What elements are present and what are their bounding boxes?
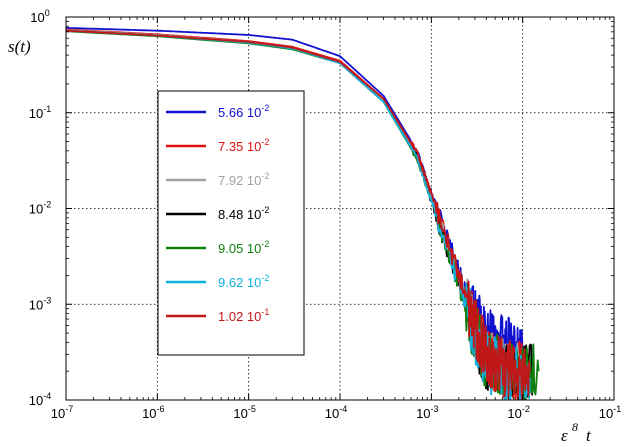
legend-item: 9.62 10-2 bbox=[166, 273, 269, 290]
tick-marks bbox=[65, 16, 615, 401]
grid bbox=[66, 17, 614, 400]
legend-label: 1.02 10-1 bbox=[218, 307, 269, 324]
x-tick-label: 10-1 bbox=[599, 404, 621, 421]
x-axis-label-variable: t bbox=[586, 426, 592, 445]
legend-item: 8.48 10-2 bbox=[166, 205, 269, 222]
x-tick-labels: 10-7 10-6 10-5 10-4 10-3 10-2 10-1 bbox=[51, 404, 621, 421]
legend-label: 9.05 10-2 bbox=[218, 239, 269, 256]
legend-box bbox=[157, 90, 305, 356]
legend-item: 1.02 10-1 bbox=[166, 307, 269, 324]
y-tick-labels: 10-4 10-3 10-2 10-1 100 bbox=[29, 8, 51, 408]
series-group bbox=[66, 27, 540, 400]
x-tick-label: 10-7 bbox=[51, 404, 73, 421]
legend-item: 9.05 10-2 bbox=[166, 239, 269, 256]
x-tick-label: 10-6 bbox=[142, 404, 164, 421]
legend-item: 7.35 10-2 bbox=[166, 137, 269, 154]
x-axis-label-exponent: 8 bbox=[572, 420, 578, 434]
x-axis-label-symbol: ε bbox=[561, 426, 568, 445]
y-tick-label: 10-2 bbox=[29, 200, 51, 217]
legend-label: 8.48 10-2 bbox=[218, 205, 269, 222]
x-tick-label: 10-2 bbox=[507, 404, 529, 421]
y-tick-label: 10-3 bbox=[29, 295, 51, 312]
y-tick-label: 100 bbox=[30, 8, 49, 25]
y-tick-label: 10-1 bbox=[29, 104, 51, 121]
legend-label: 7.35 10-2 bbox=[218, 137, 269, 154]
y-axis-label: s(t) bbox=[8, 37, 31, 56]
x-tick-label: 10-4 bbox=[325, 404, 347, 421]
x-tick-label: 10-5 bbox=[233, 404, 255, 421]
series-line bbox=[66, 29, 531, 400]
legend-label: 7.92 10-2 bbox=[218, 171, 269, 188]
y-tick-label: 10-4 bbox=[29, 391, 51, 408]
x-axis-label: ε 8 t bbox=[561, 420, 592, 445]
legend-label: 9.62 10-2 bbox=[218, 273, 269, 290]
legend-item: 5.66 10-2 bbox=[166, 103, 269, 120]
legend: 5.66 10-2 7.35 10-2 7.92 10-2 8.48 10-2 9.05… bbox=[157, 90, 305, 356]
legend-item: 7.92 10-2 bbox=[166, 171, 269, 188]
x-tick-label: 10-3 bbox=[416, 404, 438, 421]
legend-label: 5.66 10-2 bbox=[218, 103, 269, 120]
